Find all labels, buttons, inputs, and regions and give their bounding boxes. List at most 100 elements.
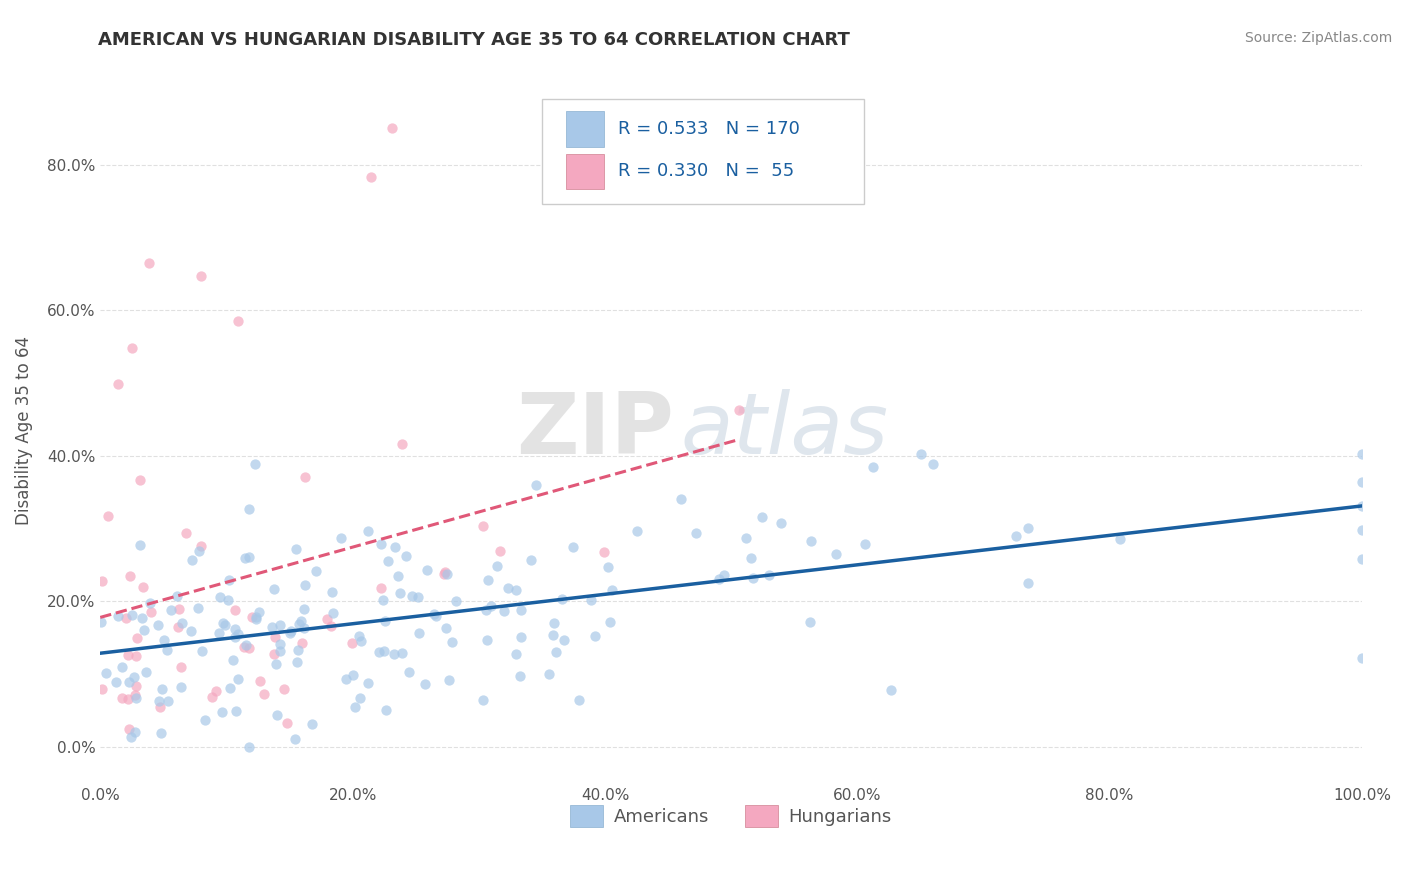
- Point: [191, 644, 214, 658]
- Point: [132, 623, 155, 637]
- Text: ZIP: ZIP: [516, 389, 675, 472]
- Point: [1108, 532, 1130, 546]
- Point: [800, 534, 823, 549]
- Point: [671, 491, 693, 506]
- Point: [269, 644, 291, 658]
- Point: [373, 644, 395, 658]
- Point: [505, 582, 527, 597]
- FancyBboxPatch shape: [565, 153, 603, 189]
- Point: [266, 708, 288, 723]
- Point: [170, 660, 193, 674]
- Point: [285, 655, 308, 669]
- Point: [381, 121, 404, 136]
- Point: [285, 541, 308, 556]
- Point: [880, 682, 903, 697]
- Point: [264, 657, 287, 671]
- Point: [233, 640, 256, 655]
- Point: [741, 570, 763, 584]
- Point: [374, 703, 396, 717]
- Point: [413, 676, 436, 690]
- Point: [107, 377, 129, 392]
- Point: [214, 617, 236, 632]
- Point: [238, 502, 260, 516]
- Point: [155, 642, 177, 657]
- Point: [235, 638, 257, 652]
- Point: [444, 594, 467, 608]
- Text: AMERICAN VS HUNGARIAN DISABILITY AGE 35 TO 64 CORRELATION CHART: AMERICAN VS HUNGARIAN DISABILITY AGE 35 …: [98, 31, 851, 49]
- Point: [626, 524, 648, 539]
- Point: [117, 692, 139, 706]
- Point: [139, 606, 162, 620]
- Point: [423, 607, 446, 621]
- Point: [568, 692, 591, 706]
- Point: [740, 550, 762, 565]
- Point: [1351, 447, 1374, 461]
- Point: [117, 648, 139, 662]
- Point: [292, 621, 315, 635]
- Point: [205, 683, 228, 698]
- Point: [360, 169, 382, 184]
- Point: [287, 643, 309, 657]
- Point: [226, 627, 249, 641]
- Point: [138, 256, 160, 270]
- Point: [208, 626, 231, 640]
- Point: [370, 537, 392, 551]
- Point: [224, 631, 246, 645]
- Point: [269, 637, 291, 651]
- Point: [245, 610, 267, 624]
- Point: [124, 649, 146, 664]
- Point: [922, 457, 945, 471]
- Point: [260, 620, 283, 634]
- Point: [135, 665, 157, 680]
- Point: [553, 633, 575, 648]
- Point: [263, 582, 285, 597]
- Point: [139, 596, 162, 610]
- Point: [406, 591, 429, 605]
- Point: [148, 694, 170, 708]
- Point: [751, 510, 773, 524]
- Point: [509, 669, 531, 683]
- Point: [125, 691, 148, 706]
- Point: [538, 667, 561, 681]
- Text: R = 0.533   N = 170: R = 0.533 N = 170: [617, 120, 800, 138]
- Point: [387, 569, 409, 583]
- Point: [408, 625, 430, 640]
- Point: [598, 560, 620, 574]
- Point: [489, 543, 512, 558]
- Point: [479, 599, 502, 614]
- Point: [128, 473, 150, 487]
- Point: [425, 608, 447, 623]
- Point: [224, 602, 246, 616]
- Point: [713, 568, 735, 582]
- Point: [350, 634, 373, 648]
- Point: [377, 554, 399, 568]
- Point: [593, 545, 616, 559]
- Point: [349, 690, 371, 705]
- Point: [107, 609, 129, 624]
- Text: R = 0.330   N =  55: R = 0.330 N = 55: [617, 162, 794, 180]
- Point: [97, 509, 120, 524]
- Point: [118, 569, 141, 583]
- Point: [340, 636, 363, 650]
- Point: [217, 593, 239, 607]
- Point: [370, 581, 392, 595]
- Point: [799, 615, 821, 629]
- Point: [288, 617, 311, 632]
- Point: [347, 629, 370, 643]
- Point: [1351, 475, 1374, 489]
- Point: [124, 679, 146, 693]
- Point: [105, 675, 128, 690]
- Point: [243, 457, 266, 471]
- Point: [218, 681, 240, 696]
- Point: [190, 269, 212, 284]
- Point: [150, 681, 173, 696]
- Point: [382, 648, 405, 662]
- Point: [510, 630, 533, 644]
- Point: [505, 647, 527, 661]
- Point: [90, 615, 112, 630]
- Point: [825, 547, 848, 561]
- Point: [1017, 521, 1039, 535]
- Point: [475, 603, 498, 617]
- Point: [520, 553, 543, 567]
- Point: [118, 723, 141, 737]
